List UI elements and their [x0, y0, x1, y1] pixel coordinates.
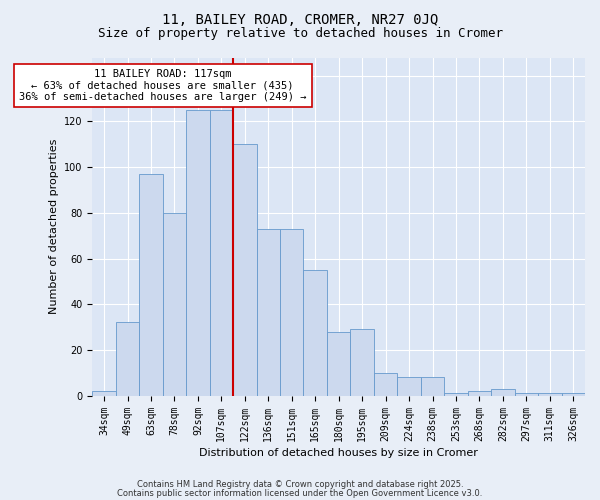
Bar: [257, 229, 280, 396]
Bar: [116, 322, 139, 396]
Bar: [186, 110, 209, 396]
Text: Contains HM Land Registry data © Crown copyright and database right 2025.: Contains HM Land Registry data © Crown c…: [137, 480, 463, 489]
Bar: [139, 174, 163, 396]
Bar: [538, 394, 562, 396]
Bar: [562, 394, 585, 396]
Bar: [350, 330, 374, 396]
Bar: [327, 332, 350, 396]
Text: Size of property relative to detached houses in Cromer: Size of property relative to detached ho…: [97, 28, 503, 40]
Bar: [92, 391, 116, 396]
Bar: [280, 229, 304, 396]
Bar: [444, 394, 467, 396]
Text: 11 BAILEY ROAD: 117sqm
← 63% of detached houses are smaller (435)
36% of semi-de: 11 BAILEY ROAD: 117sqm ← 63% of detached…: [19, 69, 307, 102]
Bar: [374, 372, 397, 396]
Text: Contains public sector information licensed under the Open Government Licence v3: Contains public sector information licen…: [118, 488, 482, 498]
Bar: [467, 391, 491, 396]
Bar: [233, 144, 257, 396]
Bar: [209, 110, 233, 396]
Bar: [421, 378, 444, 396]
Bar: [397, 378, 421, 396]
Text: 11, BAILEY ROAD, CROMER, NR27 0JQ: 11, BAILEY ROAD, CROMER, NR27 0JQ: [162, 12, 438, 26]
Bar: [515, 394, 538, 396]
Y-axis label: Number of detached properties: Number of detached properties: [49, 139, 59, 314]
Bar: [163, 213, 186, 396]
Bar: [491, 388, 515, 396]
Bar: [304, 270, 327, 396]
X-axis label: Distribution of detached houses by size in Cromer: Distribution of detached houses by size …: [199, 448, 478, 458]
